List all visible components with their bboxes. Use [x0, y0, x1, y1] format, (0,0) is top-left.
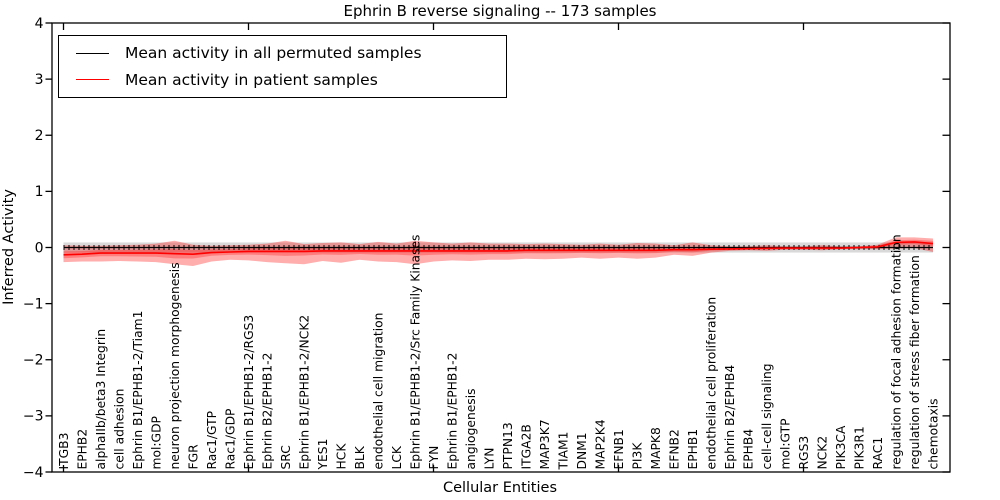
x-category-label: Ephrin B1/EPHB1-2/NCK2: [297, 315, 311, 470]
x-category-label: regulation of focal adhesion formation: [889, 234, 903, 469]
x-category-label: SRC: [279, 445, 293, 469]
y-tick-label: 0: [35, 240, 44, 256]
x-category-label: EPHB1: [686, 429, 700, 470]
x-category-label: HCK: [334, 443, 348, 470]
x-category-label: RGS3: [797, 436, 811, 470]
x-category-label: Ephrin B1/EPHB1-2: [445, 353, 459, 470]
x-category-label: regulation of stress fiber formation: [908, 255, 922, 469]
x-category-label: angiogenesis: [464, 388, 478, 469]
y-tick-label: 4: [35, 16, 44, 32]
y-tick-label: −1: [23, 296, 44, 312]
legend-box: Mean activity in all permuted samples Me…: [58, 35, 507, 98]
x-category-label: Ephrin B2/EPHB4: [723, 365, 737, 470]
patient-band-inner: [63, 239, 933, 259]
x-category-label: NCK2: [815, 436, 829, 470]
x-category-label: Rac1/GTP: [205, 411, 219, 470]
x-category-label: Ephrin B1/EPHB1-2/Tiam1: [131, 311, 145, 470]
x-category-label: LYN: [482, 448, 496, 470]
x-category-label: Ephrin B2/EPHB1-2: [260, 353, 274, 470]
legend-line-permuted-icon: [76, 52, 109, 54]
x-category-label: chemotaxis: [926, 398, 940, 469]
legend-item-patient: Mean activity in patient samples: [76, 71, 506, 89]
legend-label-permuted: Mean activity in all permuted samples: [125, 44, 422, 63]
legend-line-patient-icon: [76, 79, 109, 81]
x-category-label: endothelial cell proliferation: [704, 297, 718, 470]
x-category-label: MAPK8: [649, 427, 663, 469]
x-category-label: TIAM1: [556, 432, 570, 471]
x-category-label: FGR: [186, 444, 200, 470]
x-category-label: BLK: [353, 445, 367, 469]
x-category-label: FYN: [427, 446, 441, 470]
y-tick-label: −3: [23, 409, 44, 425]
y-tick-label: 3: [35, 72, 44, 88]
x-category-label: mol:GTP: [778, 418, 792, 469]
x-category-label: MAP3K7: [538, 419, 552, 469]
x-category-label: MAP2K4: [593, 419, 607, 469]
x-category-label: EFNB1: [612, 429, 626, 469]
x-category-label: PIK3CA: [834, 425, 848, 470]
x-category-label: neuron projection morphogenesis: [168, 262, 182, 469]
y-tick-label: 1: [35, 184, 44, 200]
x-category-label: alphaIIb/beta3 Integrin: [94, 329, 108, 470]
x-category-label: Rac1/GDP: [223, 409, 237, 470]
x-category-label: PTPN13: [501, 422, 515, 469]
x-category-label: RAC1: [871, 437, 885, 470]
x-category-label: endothelial cell migration: [371, 313, 385, 470]
x-category-label: LCK: [390, 445, 404, 469]
x-category-label: Ephrin B1/EPHB1-2/RGS3: [242, 315, 256, 470]
x-category-label: PIK3R1: [852, 426, 866, 469]
x-category-label: cell-cell signaling: [760, 363, 774, 469]
legend-item-permuted: Mean activity in all permuted samples: [76, 44, 506, 62]
x-category-label: DNM1: [575, 432, 589, 469]
y-tick-label: 2: [35, 128, 44, 144]
y-tick-label: −2: [23, 353, 44, 369]
x-category-label: mol:GDP: [149, 416, 163, 469]
x-category-label: ITGA2B: [519, 424, 533, 469]
x-category-label: EFNB2: [667, 429, 681, 469]
x-axis-label: Cellular Entities: [442, 480, 558, 496]
patient-mean-line: [63, 241, 934, 256]
x-category-label: cell adhesion: [112, 389, 126, 470]
x-category-label: EPHB2: [75, 429, 89, 470]
x-category-label: PI3K: [630, 442, 644, 470]
x-category-label: ITGB3: [57, 433, 71, 470]
x-category-label: YES1: [316, 439, 330, 471]
x-category-label: Ephrin B1/EPHB1-2/Src Family Kinases: [408, 235, 422, 470]
legend-label-patient: Mean activity in patient samples: [125, 70, 378, 89]
x-category-label: EPHB4: [741, 429, 755, 470]
chart-title: Ephrin B reverse signaling -- 173 sample…: [343, 2, 657, 20]
y-tick-label: −4: [23, 465, 44, 481]
